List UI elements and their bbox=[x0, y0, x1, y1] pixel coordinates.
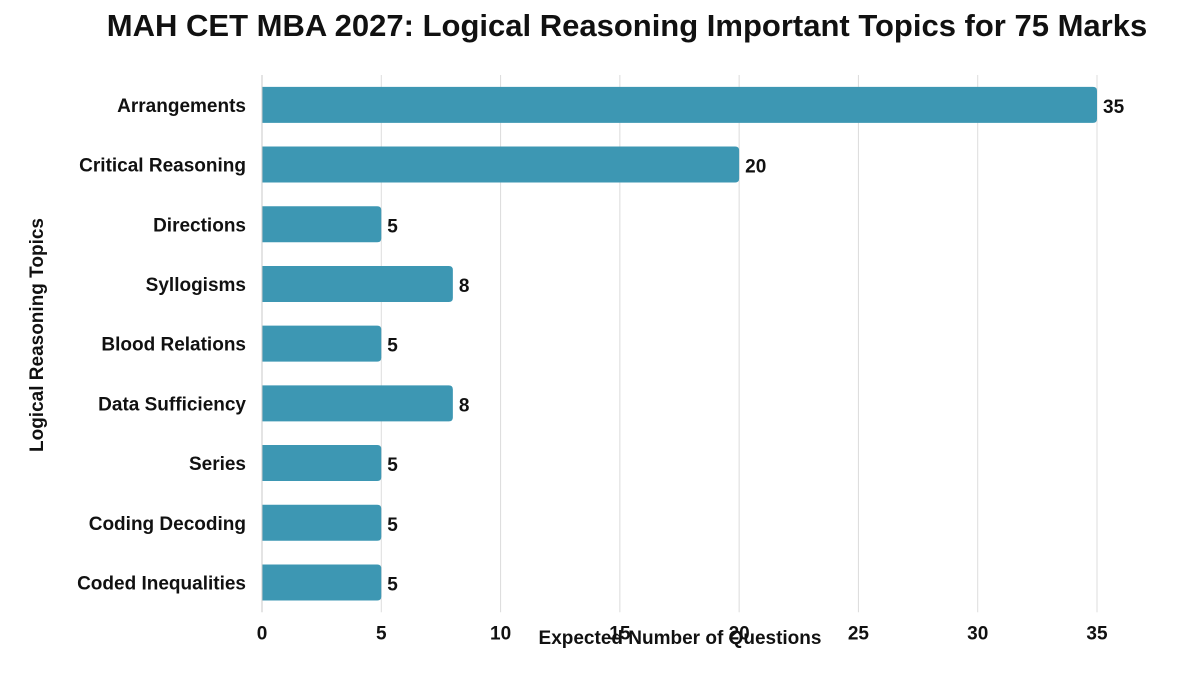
bar bbox=[262, 385, 453, 422]
bar bbox=[262, 504, 382, 541]
x-tick-label: 35 bbox=[1086, 623, 1108, 644]
category-label: Directions bbox=[153, 215, 246, 236]
x-tick-label: 0 bbox=[257, 623, 268, 644]
x-tick-label: 20 bbox=[729, 623, 750, 644]
bar bbox=[262, 445, 382, 482]
x-tick-label: 25 bbox=[848, 623, 870, 644]
category-label: Blood Relations bbox=[101, 335, 246, 356]
category-label: Data Sufficiency bbox=[98, 394, 246, 415]
x-tick-label: 30 bbox=[967, 623, 988, 644]
value-label: 5 bbox=[387, 515, 398, 536]
bar bbox=[262, 146, 740, 183]
category-label: Series bbox=[189, 454, 246, 475]
x-tick-label: 10 bbox=[490, 623, 511, 644]
category-label: Syllogisms bbox=[146, 275, 246, 296]
category-label: Coded Inequalities bbox=[77, 573, 246, 594]
category-label: Arrangements bbox=[117, 96, 246, 117]
category-label: Coding Decoding bbox=[89, 514, 246, 535]
bar bbox=[262, 206, 382, 243]
chart-title: MAH CET MBA 2027: Logical Reasoning Impo… bbox=[106, 8, 1148, 43]
value-label: 20 bbox=[745, 157, 766, 178]
value-label: 35 bbox=[1103, 97, 1125, 118]
x-tick-label: 15 bbox=[609, 623, 631, 644]
value-label: 5 bbox=[387, 336, 398, 357]
value-label: 8 bbox=[459, 395, 470, 416]
bar bbox=[262, 86, 1097, 123]
value-label: 5 bbox=[387, 216, 398, 237]
bar bbox=[262, 325, 382, 362]
value-label: 5 bbox=[387, 574, 398, 595]
value-label: 8 bbox=[459, 276, 470, 297]
x-tick-label: 5 bbox=[376, 623, 387, 644]
value-label: 5 bbox=[387, 455, 398, 476]
x-axis-title: Expected Number of Questions bbox=[538, 628, 822, 649]
category-label: Critical Reasoning bbox=[79, 156, 246, 177]
bar bbox=[262, 265, 453, 302]
bar bbox=[262, 564, 382, 601]
